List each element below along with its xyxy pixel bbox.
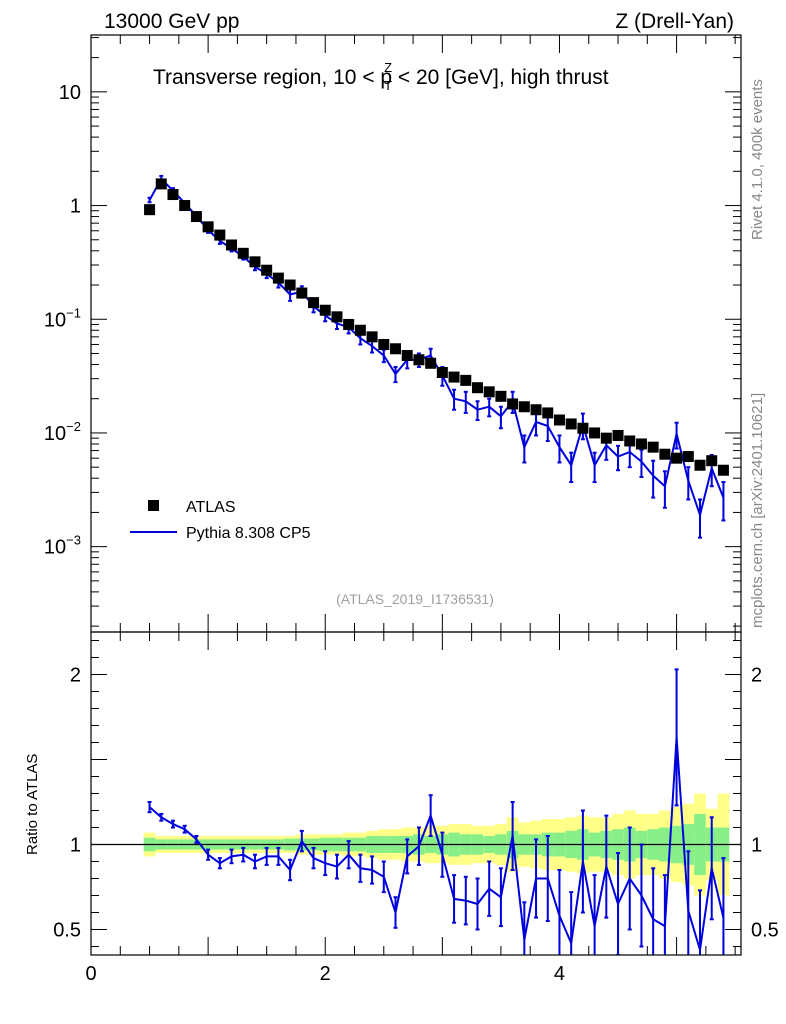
main-ytick-label: 1 — [70, 196, 81, 218]
atlas-data-point — [155, 178, 167, 190]
ratio-ytick-label-right: 1 — [751, 835, 762, 857]
atlas-data-point — [659, 448, 671, 460]
atlas-data-point — [436, 367, 448, 379]
ratio-mc-layer — [147, 668, 726, 955]
atlas-data-point — [366, 331, 378, 343]
legend-label-atlas: ATLAS — [186, 499, 236, 516]
atlas-data-point — [390, 343, 402, 355]
mcplots-label: mcplots.cern.ch [arXiv:2401.10621] — [749, 393, 766, 628]
atlas-data-point — [237, 247, 249, 259]
atlas-data-point — [214, 229, 226, 241]
atlas-data-point — [460, 374, 472, 386]
atlas-data-point — [694, 459, 706, 471]
ratio-xtick-label: 4 — [554, 963, 565, 985]
atlas-data-point — [635, 438, 647, 450]
atlas-data-point — [272, 272, 284, 284]
atlas-data-point — [249, 256, 261, 268]
ratio-ytick-label: 1 — [70, 835, 81, 857]
main-ytick-label: 10−2 — [44, 419, 81, 445]
atlas-data-point — [308, 297, 320, 309]
main-ytick-label: 10−3 — [44, 533, 81, 559]
main-frame — [90, 34, 742, 633]
ratio-panel: 2 21 10.5 0.50 2 4 Ratio to ATLAS — [24, 631, 779, 985]
atlas-data-point — [226, 239, 238, 251]
main-title-pre: Transverse region, 10 < p — [153, 66, 392, 89]
atlas-data-point — [331, 311, 343, 323]
atlas-data-point — [261, 264, 273, 276]
atlas-data-point — [401, 349, 413, 361]
ratio-mc-line — [148, 736, 725, 951]
atlas-data-point — [706, 455, 718, 467]
atlas-data-point — [612, 429, 624, 441]
main-title: Transverse region, 10 < pZ T < 20 [GeV], … — [153, 60, 609, 93]
ratio-xtick-label: 2 — [320, 963, 331, 985]
atlas-data-point — [565, 418, 577, 430]
atlas-data-point — [507, 398, 519, 410]
atlas-data-point — [717, 464, 729, 476]
atlas-data-point — [144, 204, 156, 216]
atlas-data-point — [530, 404, 542, 416]
main-tick-layer: 10 1 10−1 10−2 10−3 — [44, 35, 741, 632]
main-title-sup: Z — [384, 60, 392, 75]
legend-marker-atlas — [148, 500, 159, 511]
atlas-data-point — [495, 390, 507, 402]
atlas-data-point — [448, 371, 460, 383]
ratio-xtick-label: 0 — [85, 963, 96, 985]
atlas-data-point — [682, 451, 694, 463]
rivet-label: Rivet 4.1.0, 400k events — [749, 79, 766, 240]
atlas-data-point — [167, 189, 179, 201]
atlas-data-point — [179, 200, 191, 212]
legend-label-pythia: Pythia 8.308 CP5 — [186, 525, 311, 542]
atlas-data-point — [518, 401, 530, 413]
atlas-data-point — [190, 211, 202, 223]
main-mc-layer — [147, 174, 726, 539]
atlas-data-point — [425, 357, 437, 369]
atlas-data-point — [284, 279, 296, 291]
ratio-ytick-label: 0.5 — [53, 920, 81, 942]
ratio-frame — [90, 631, 742, 956]
ratio-ytick-label-right: 2 — [751, 665, 762, 687]
ratio-tick-layer: 2 21 10.5 0.50 2 4 — [53, 632, 779, 985]
ratio-ytick-label: 2 — [70, 665, 81, 687]
atlas-data-point — [577, 422, 589, 434]
ratio-ytick-label-right: 0.5 — [751, 920, 779, 942]
atlas-data-point — [413, 354, 425, 366]
watermark-label: (ATLAS_2019_I1736531) — [336, 591, 494, 607]
atlas-data-point — [624, 435, 636, 447]
atlas-data-point — [553, 414, 565, 426]
main-title-post: < 20 [GeV], high thrust — [392, 66, 609, 89]
energy-label: 13000 GeV pp — [104, 10, 239, 33]
ratio-ylabel: Ratio to ATLAS — [24, 754, 41, 855]
atlas-data-point — [378, 338, 390, 350]
ratio-mc-group — [147, 668, 726, 955]
atlas-data-point — [600, 432, 612, 444]
atlas-data-point — [296, 287, 308, 299]
atlas-data-point — [319, 304, 331, 316]
legend: ATLAS Pythia 8.308 CP5 — [130, 499, 311, 542]
atlas-data-point — [354, 324, 366, 336]
process-label: Z (Drell-Yan) — [615, 10, 734, 33]
main-ytick-label: 10−1 — [44, 305, 81, 331]
main-title-sub: T — [384, 78, 392, 93]
main-data-layer — [144, 178, 729, 476]
main-mc-line — [148, 177, 725, 516]
atlas-data-point — [343, 318, 355, 330]
atlas-data-point — [671, 452, 683, 464]
atlas-data-point — [647, 441, 659, 453]
main-ytick-label: 10 — [59, 82, 81, 104]
atlas-data-point — [589, 427, 601, 439]
atlas-data-point — [542, 407, 554, 419]
atlas-data-point — [471, 382, 483, 394]
atlas-data-point — [202, 221, 214, 233]
atlas-data-point — [483, 386, 495, 398]
main-panel: 10 1 10−1 10−2 10−3 Transverse region, 10 < … — [44, 34, 742, 633]
